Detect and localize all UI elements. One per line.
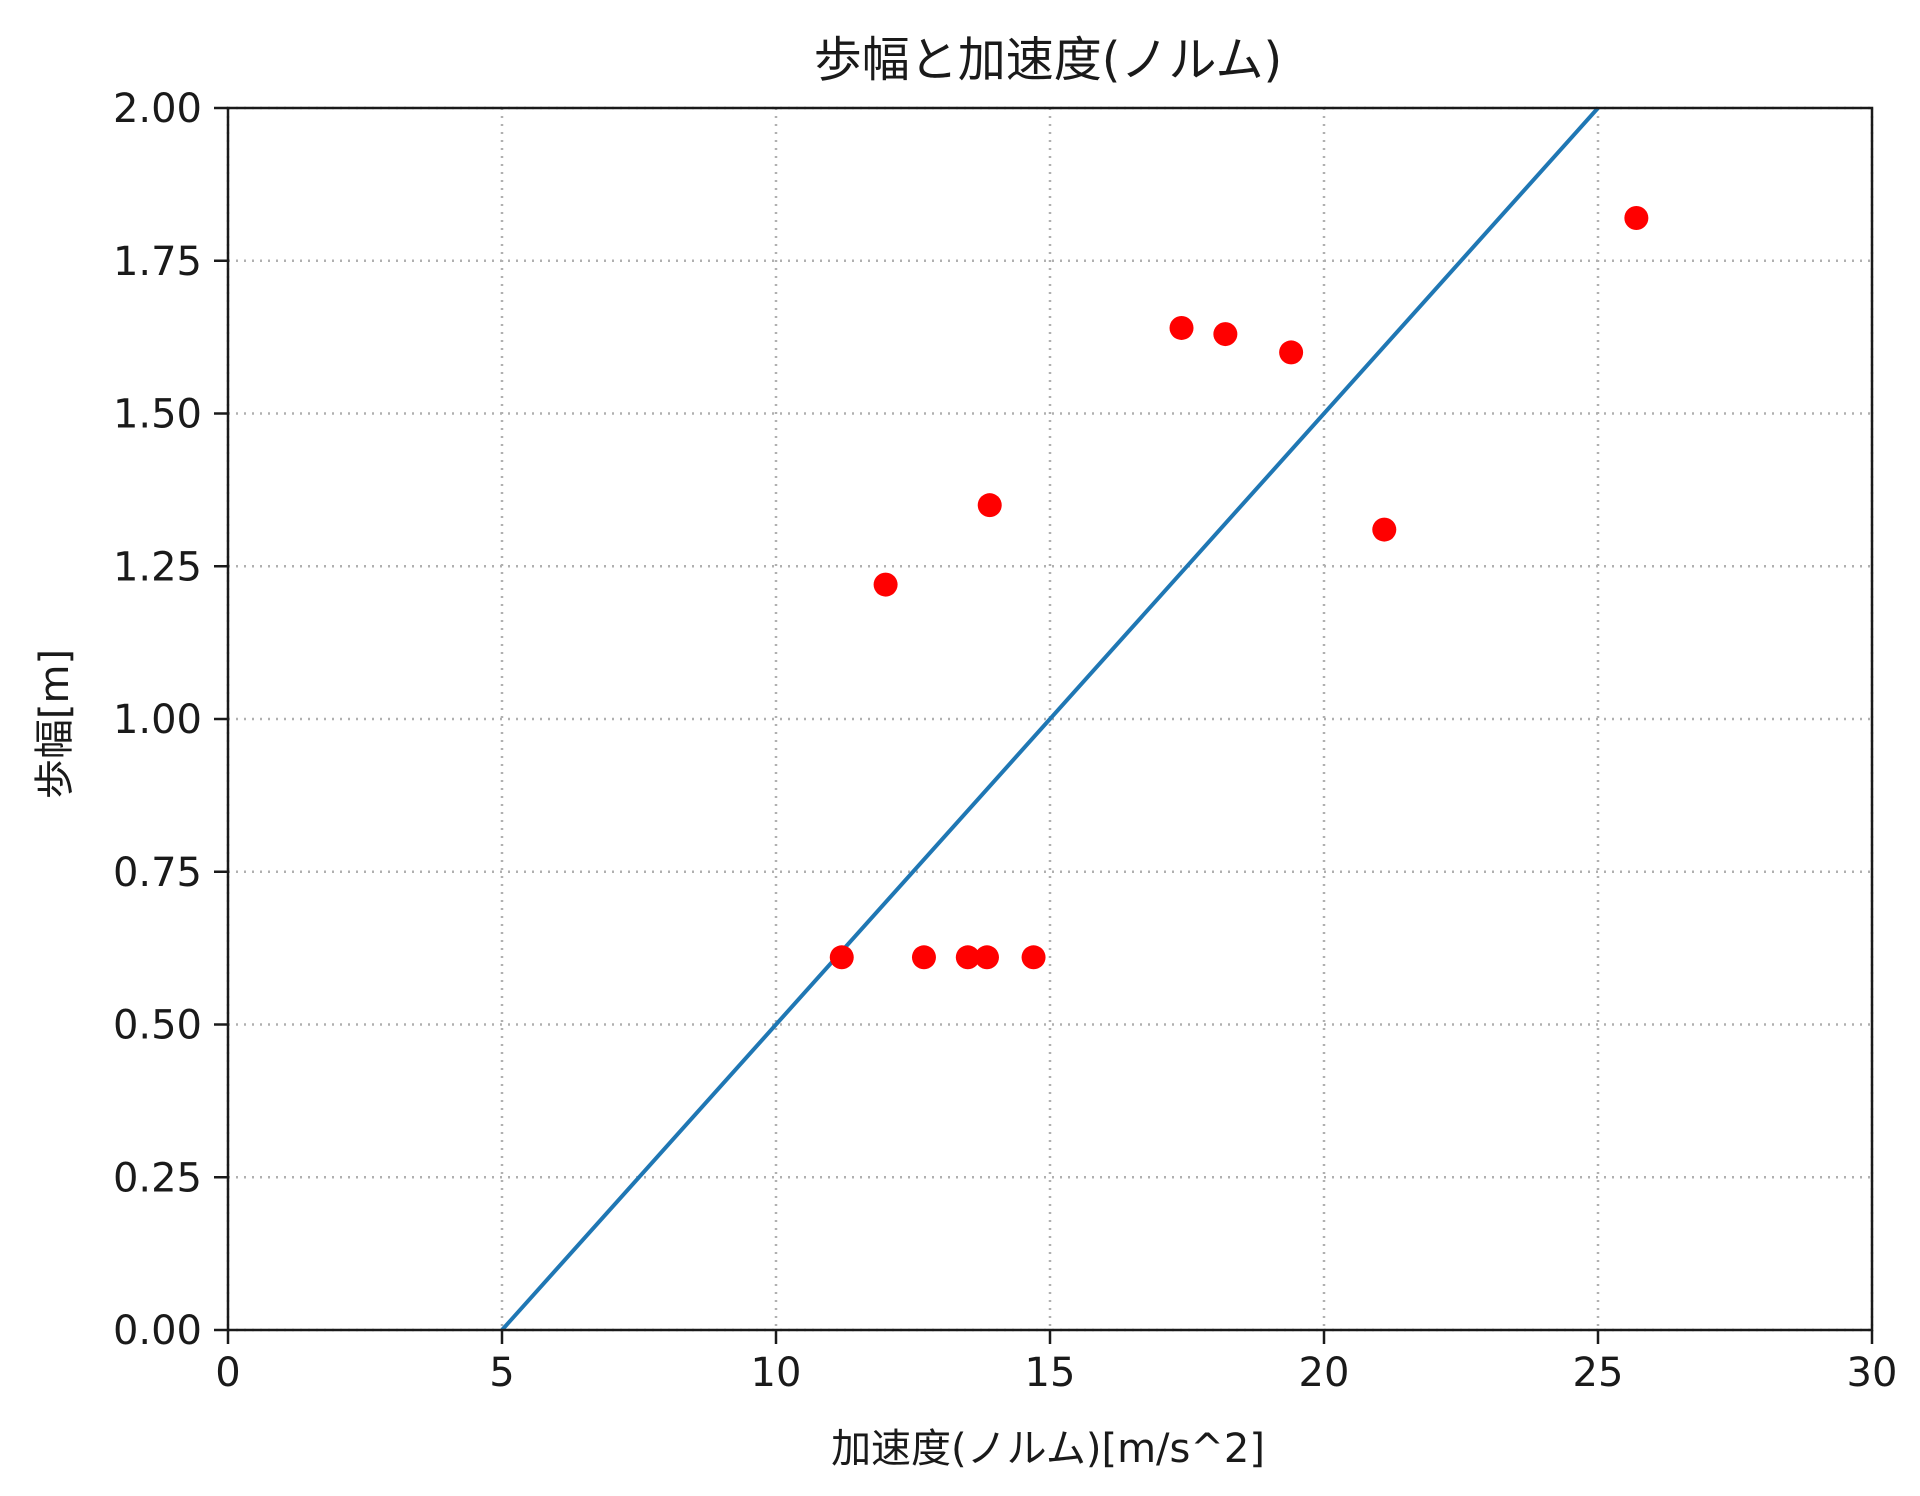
x-tick-label: 25 <box>1573 1350 1624 1396</box>
chart-title: 歩幅と加速度(ノルム) <box>814 32 1283 88</box>
y-tick-label: 2.00 <box>113 86 202 132</box>
y-tick-label: 0.25 <box>113 1155 202 1201</box>
regression-line <box>500 106 1600 1332</box>
x-tick-label: 20 <box>1299 1350 1350 1396</box>
scatter-point <box>1021 945 1046 970</box>
x-tick-label: 0 <box>215 1350 240 1396</box>
scatter-point <box>1624 205 1649 230</box>
scatter-point <box>955 945 980 970</box>
scatter-point <box>1372 517 1397 542</box>
series-points-layer <box>829 205 1649 970</box>
y-axis: 0.00 0.25 0.50 0.75 1.00 1.25 1.50 1.75 2.00 <box>113 86 228 1354</box>
scatter-point <box>911 945 936 970</box>
y-tick-label: 0.00 <box>113 1308 202 1354</box>
y-axis-label: 歩幅[m] <box>32 649 78 799</box>
scatter-point <box>873 572 898 597</box>
y-tick-label: 1.25 <box>113 544 202 590</box>
scatter-point <box>977 493 1002 518</box>
y-tick-label: 0.75 <box>113 850 202 896</box>
series-line-layer <box>500 106 1600 1332</box>
x-axis: 0 5 10 15 20 25 30 <box>215 1330 1897 1396</box>
y-tick-label: 1.50 <box>113 392 202 438</box>
x-tick-label: 5 <box>489 1350 514 1396</box>
scatter-point <box>974 945 999 970</box>
scatter-point <box>1169 315 1194 340</box>
x-tick-label: 15 <box>1025 1350 1076 1396</box>
y-tick-label: 0.50 <box>113 1003 202 1049</box>
x-tick-label: 30 <box>1847 1350 1898 1396</box>
y-tick-label: 1.75 <box>113 239 202 285</box>
x-axis-label: 加速度(ノルム)[m/s^2] <box>831 1426 1265 1472</box>
scatter-point <box>1279 340 1304 365</box>
x-tick-label: 10 <box>751 1350 802 1396</box>
scatter-point <box>1213 322 1238 347</box>
y-tick-label: 1.00 <box>113 697 202 743</box>
scatter-point <box>829 945 854 970</box>
